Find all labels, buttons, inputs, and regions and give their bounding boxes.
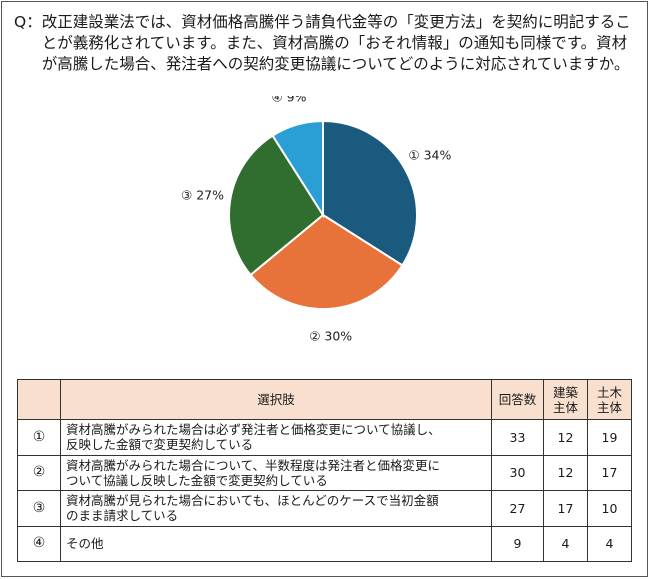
pie-label: ④ 9% <box>271 96 306 104</box>
row-option-text: 資材高騰がみられた場合は必ず発注者と価格変更について協議し、 反映した金額で変更契… <box>60 419 492 456</box>
header-civil-line: 土木 <box>596 384 622 400</box>
row-civil: 10 <box>587 490 632 527</box>
row-responses: 27 <box>491 490 544 527</box>
pie-chart: ① 34% ② 30% ③ 27% ④ 9% <box>181 96 451 343</box>
row-responses: 33 <box>491 419 544 456</box>
options-table: 選択肢 回答数 建築 主体 土木 主体 ① 資材高騰がみられた場合は必ず発注者と価格変… <box>17 379 632 562</box>
row-building: 12 <box>543 454 588 491</box>
row-option-line: 資材高騰がみられた場合について、半数程度は発注者と価格変更に <box>66 457 441 473</box>
question-text: 改正建設業法では、資材価格高騰伴う請負代金等の「変更方法」を契約に明記することが… <box>41 13 631 73</box>
pie-label: ① 34% <box>408 148 451 163</box>
row-option-line: ついて協議し反映した金額で変更契約している <box>66 472 328 488</box>
question-prefix: Q： <box>14 13 42 31</box>
pie-label: ② 30% <box>309 328 352 343</box>
row-building: 17 <box>543 490 588 527</box>
row-civil: 17 <box>587 454 632 491</box>
header-civil-line: 主体 <box>596 399 622 415</box>
row-number: ② <box>17 454 61 491</box>
row-number: ① <box>17 419 61 456</box>
table-row: ① 資材高騰がみられた場合は必ず発注者と価格変更について協議し、 反映した金額で変更… <box>17 419 632 456</box>
header-civil: 土木 主体 <box>587 379 632 420</box>
pie-slice <box>271 119 324 219</box>
header-number <box>17 379 61 420</box>
table-row: ② 資材高騰がみられた場合について、半数程度は発注者と価格変更に ついて協議し反映し… <box>17 454 632 491</box>
pie-label: ③ 27% <box>181 187 224 202</box>
row-option-text: 資材高騰が見られた場合においても、ほとんどのケースで当初金額 のまま請求している <box>60 490 492 527</box>
header-building: 建築 主体 <box>543 379 588 420</box>
question: Q： 改正建設業法では、資材価格高騰伴う請負代金等の「変更方法」を契約に明記する… <box>14 12 639 75</box>
row-option-line: 資材高騰がみられた場合は必ず発注者と価格変更について協議し、 <box>66 422 441 438</box>
table-header-row: 選択肢 回答数 建築 主体 土木 主体 <box>17 379 632 420</box>
row-option-line: 反映した金額で変更契約している <box>66 437 254 453</box>
row-option-line: その他 <box>66 536 104 552</box>
row-number: ④ <box>17 525 61 562</box>
pie-slice <box>249 213 404 310</box>
row-responses: 9 <box>491 525 544 562</box>
header-building-line: 主体 <box>552 399 578 415</box>
header-option: 選択肢 <box>60 379 492 420</box>
header-responses: 回答数 <box>491 379 544 420</box>
row-responses: 30 <box>491 454 544 491</box>
row-option-line: のまま請求している <box>66 508 179 524</box>
row-option-text: 資材高騰がみられた場合について、半数程度は発注者と価格変更に ついて協議し反映した… <box>60 454 492 491</box>
row-number: ③ <box>17 490 61 527</box>
row-civil: 4 <box>587 525 632 562</box>
table-row: ③ 資材高騰が見られた場合においても、ほとんどのケースで当初金額 のまま請求している… <box>17 490 632 527</box>
pie-slice <box>228 134 325 277</box>
row-building: 12 <box>543 419 588 456</box>
table-row: ④ その他 9 4 4 <box>17 525 632 562</box>
row-option-line: 資材高騰が見られた場合においても、ほとんどのケースで当初金額 <box>66 493 439 509</box>
row-building: 4 <box>543 525 588 562</box>
row-civil: 19 <box>587 419 632 456</box>
row-option-text: その他 <box>60 525 492 562</box>
header-building-line: 建築 <box>552 384 578 400</box>
